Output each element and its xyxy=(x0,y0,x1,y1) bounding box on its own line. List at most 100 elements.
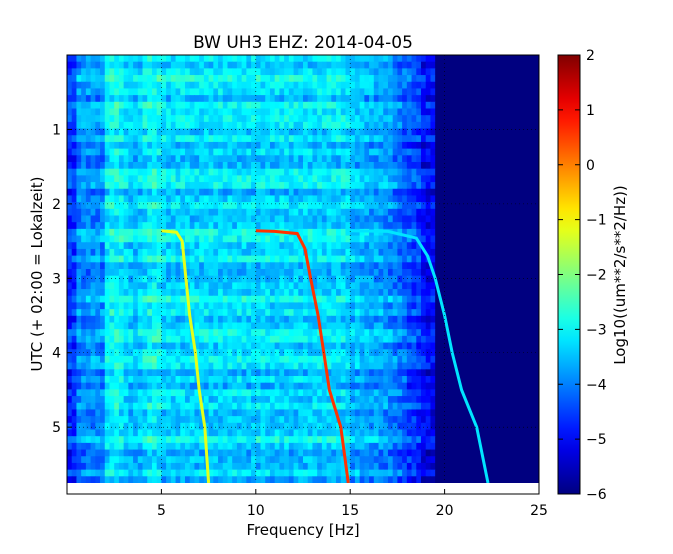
heatmap-cell xyxy=(71,262,78,270)
heatmap-cell xyxy=(288,115,295,123)
heatmap-cell xyxy=(81,55,87,63)
heatmap-cell xyxy=(397,282,403,290)
heatmap-cell xyxy=(208,121,214,130)
heatmap-cell xyxy=(439,81,446,90)
heatmap-cell xyxy=(402,162,408,170)
heatmap-cell xyxy=(232,222,238,230)
heatmap-cell xyxy=(203,168,210,176)
heatmap-cell xyxy=(199,128,205,136)
heatmap-cell xyxy=(359,135,365,143)
heatmap-cell xyxy=(383,75,389,83)
heatmap-cell xyxy=(288,382,295,390)
heatmap-cell xyxy=(227,121,233,130)
heatmap-cell xyxy=(477,155,483,163)
heatmap-cell xyxy=(435,215,441,223)
heatmap-cell xyxy=(255,349,262,357)
heatmap-cell xyxy=(133,282,139,290)
heatmap-cell xyxy=(147,235,153,243)
heatmap-cell xyxy=(71,228,78,237)
heatmap-cell xyxy=(454,255,460,263)
heatmap-cell xyxy=(104,315,111,324)
heatmap-cell xyxy=(449,369,455,377)
heatmap-cell xyxy=(402,195,408,203)
heatmap-cell xyxy=(232,349,238,357)
heatmap-cell xyxy=(67,128,73,136)
heatmap-cell xyxy=(251,228,257,237)
heatmap-cell xyxy=(222,81,229,90)
heatmap-cell xyxy=(387,75,394,83)
heatmap-cell xyxy=(284,162,290,170)
heatmap-cell xyxy=(354,342,361,350)
heatmap-cell xyxy=(156,275,162,283)
heatmap-cell xyxy=(387,302,394,310)
heatmap-cell xyxy=(170,115,177,123)
heatmap-cell xyxy=(180,289,186,297)
heatmap-cell xyxy=(359,188,365,197)
heatmap-cell xyxy=(118,188,125,197)
heatmap-cell xyxy=(378,182,384,190)
heatmap-cell xyxy=(279,121,285,130)
heatmap-cell xyxy=(477,81,483,90)
heatmap-cell xyxy=(288,322,295,330)
heatmap-cell xyxy=(293,269,299,277)
heatmap-cell xyxy=(378,75,384,83)
heatmap-cell xyxy=(95,55,101,63)
heatmap-cell xyxy=(472,121,479,130)
heatmap-cell xyxy=(307,108,314,116)
heatmap-cell xyxy=(491,342,498,350)
heatmap-cell xyxy=(387,55,394,63)
heatmap-cell xyxy=(430,255,436,263)
heatmap-cell xyxy=(449,362,455,370)
heatmap-cell xyxy=(354,148,361,156)
heatmap-cell xyxy=(491,108,498,116)
heatmap-cell xyxy=(406,262,413,270)
heatmap-cell xyxy=(100,362,106,370)
heatmap-cell xyxy=(524,88,531,96)
heatmap-cell xyxy=(265,289,271,297)
heatmap-cell xyxy=(208,248,214,257)
heatmap-cell xyxy=(284,128,290,136)
heatmap-cell xyxy=(67,342,73,350)
heatmap-cell xyxy=(524,362,531,370)
heatmap-cell xyxy=(369,182,375,190)
heatmap-cell xyxy=(364,289,370,297)
heatmap-cell xyxy=(468,349,474,357)
heatmap-cell xyxy=(109,289,115,297)
heatmap-cell xyxy=(435,349,441,357)
heatmap-cell xyxy=(199,282,205,290)
heatmap-cell xyxy=(326,81,332,90)
heatmap-cell xyxy=(137,202,144,210)
heatmap-cell xyxy=(213,182,219,190)
heatmap-cell xyxy=(222,255,229,263)
heatmap-cell xyxy=(345,61,351,69)
heatmap-cell xyxy=(345,376,351,384)
heatmap-cell xyxy=(307,135,314,143)
heatmap-cell xyxy=(151,135,158,143)
heatmap-cell xyxy=(269,376,276,384)
heatmap-cell xyxy=(468,295,474,304)
heatmap-cell xyxy=(326,135,332,143)
heatmap-cell xyxy=(67,141,73,150)
heatmap-cell xyxy=(416,135,422,143)
heatmap-cell xyxy=(350,188,356,197)
heatmap-cell xyxy=(444,369,450,377)
heatmap-cell xyxy=(67,162,73,170)
heatmap-cell xyxy=(317,202,323,210)
heatmap-cell xyxy=(90,289,96,297)
heatmap-cell xyxy=(232,275,238,283)
heatmap-cell xyxy=(274,121,280,130)
heatmap-cell xyxy=(534,88,539,96)
heatmap-cell xyxy=(331,195,337,203)
heatmap-cell xyxy=(421,188,427,197)
heatmap-cell xyxy=(227,182,233,190)
heatmap-cell xyxy=(279,81,285,90)
heatmap-cell xyxy=(416,349,422,357)
heatmap-cell xyxy=(170,208,177,217)
heatmap-cell xyxy=(496,335,502,344)
heatmap-cell xyxy=(345,182,351,190)
heatmap-cell xyxy=(85,309,92,317)
heatmap-cell xyxy=(359,108,365,116)
heatmap-cell xyxy=(529,376,535,384)
heatmap-cell xyxy=(406,235,413,243)
heatmap-cell xyxy=(288,342,295,350)
